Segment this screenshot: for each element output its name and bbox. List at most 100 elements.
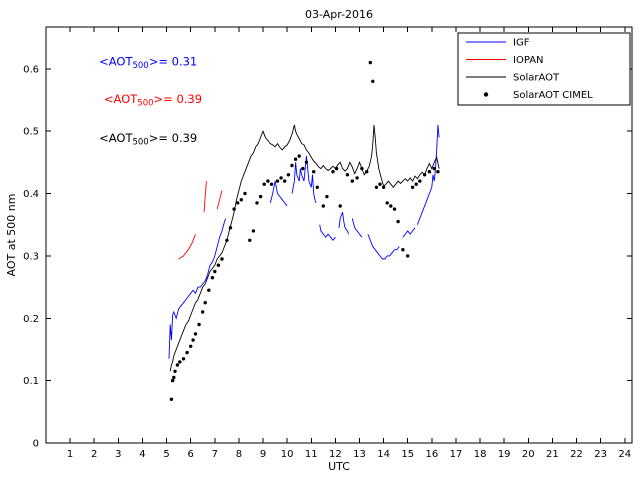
data-line bbox=[351, 218, 363, 238]
data-point bbox=[255, 201, 259, 205]
data-point bbox=[172, 375, 176, 380]
data-point bbox=[297, 154, 301, 158]
x-tick-label: 4 bbox=[139, 449, 145, 460]
annotation-prefix: <AOT bbox=[104, 92, 138, 106]
data-line bbox=[291, 156, 317, 204]
data-point bbox=[410, 185, 415, 189]
annotation-subscript: 500 bbox=[132, 61, 148, 71]
data-point bbox=[173, 369, 177, 373]
x-tick-label: 8 bbox=[236, 449, 242, 460]
series-iopan bbox=[178, 181, 223, 260]
annotation-prefix: <AOT bbox=[99, 55, 133, 69]
mean-annotation: <AOT500>= 0.39 bbox=[99, 131, 197, 148]
legend-marker-dot bbox=[483, 92, 489, 97]
data-point bbox=[279, 176, 283, 180]
data-point bbox=[243, 191, 247, 196]
data-point bbox=[392, 207, 397, 211]
data-line bbox=[216, 190, 223, 210]
data-point bbox=[170, 378, 175, 383]
data-point bbox=[374, 185, 379, 189]
data-line bbox=[416, 124, 440, 225]
data-point bbox=[401, 248, 405, 252]
data-line bbox=[367, 233, 400, 260]
data-point bbox=[203, 301, 207, 305]
data-point bbox=[378, 182, 382, 186]
data-point bbox=[248, 238, 252, 242]
x-tick-label: 19 bbox=[498, 449, 511, 460]
data-point bbox=[427, 170, 432, 174]
legend-label: SolarAOT bbox=[513, 73, 560, 84]
legend-label: IGF bbox=[513, 38, 530, 49]
data-point bbox=[216, 263, 221, 267]
data-point bbox=[258, 194, 263, 199]
data-point bbox=[201, 310, 205, 314]
data-line bbox=[338, 212, 350, 235]
annotation-suffix: >= 0.31 bbox=[149, 55, 198, 69]
data-point bbox=[338, 204, 342, 208]
data-point bbox=[371, 79, 375, 84]
x-tick-label: 13 bbox=[353, 449, 366, 460]
data-point bbox=[169, 397, 174, 401]
data-point bbox=[436, 170, 440, 174]
data-point bbox=[197, 322, 201, 327]
y-tick-label: 0.2 bbox=[23, 314, 39, 325]
chart-title: 03-Apr-2016 bbox=[305, 8, 373, 21]
data-point bbox=[365, 170, 369, 174]
data-line bbox=[402, 227, 416, 238]
annotation-prefix: <AOT bbox=[99, 131, 133, 145]
data-point bbox=[283, 179, 287, 183]
data-point bbox=[293, 157, 298, 161]
y-tick-label: 0.1 bbox=[23, 376, 39, 387]
annotation-suffix: >= 0.39 bbox=[149, 131, 198, 145]
data-point bbox=[225, 238, 229, 242]
data-point bbox=[334, 166, 339, 171]
x-tick-label: 18 bbox=[474, 449, 487, 460]
data-point bbox=[304, 160, 309, 164]
data-point bbox=[210, 276, 215, 280]
x-tick-label: 10 bbox=[281, 449, 294, 460]
data-point bbox=[345, 173, 350, 177]
data-point bbox=[286, 173, 291, 177]
data-point bbox=[178, 360, 182, 364]
y-tick-label: 0 bbox=[33, 439, 39, 450]
data-point bbox=[290, 163, 294, 168]
x-tick-label: 17 bbox=[450, 449, 463, 460]
x-tick-label: 20 bbox=[522, 449, 535, 460]
legend-label: SolarAOT CIMEL bbox=[513, 90, 593, 101]
y-axis-label: AOT at 500 nm bbox=[5, 194, 18, 277]
data-line bbox=[169, 124, 440, 372]
x-tick-label: 9 bbox=[260, 449, 266, 460]
x-tick-label: 12 bbox=[329, 449, 342, 460]
data-line bbox=[178, 233, 196, 260]
x-tick-label: 3 bbox=[115, 449, 121, 460]
annotation-subscript: 500 bbox=[132, 137, 148, 147]
data-point bbox=[193, 332, 198, 336]
data-point bbox=[355, 176, 359, 180]
data-point bbox=[269, 182, 274, 186]
y-tick-label: 0.4 bbox=[23, 189, 39, 200]
mean-annotation: <AOT500>= 0.39 bbox=[104, 92, 202, 109]
data-point bbox=[262, 182, 266, 186]
data-line bbox=[168, 218, 227, 359]
x-tick-label: 23 bbox=[594, 449, 607, 460]
x-axis-label: UTC bbox=[328, 460, 350, 473]
data-point bbox=[406, 254, 410, 258]
data-point bbox=[232, 207, 236, 211]
data-point bbox=[389, 204, 393, 208]
x-tick-label: 22 bbox=[570, 449, 583, 460]
x-tick-label: 21 bbox=[546, 449, 559, 460]
legend: IGF IOPAN SolarAOT SolarAOT CIMEL bbox=[457, 32, 631, 106]
mean-annotation: <AOT500>= 0.31 bbox=[99, 55, 197, 72]
data-point bbox=[191, 338, 195, 342]
data-point bbox=[266, 179, 270, 183]
x-tick-label: 5 bbox=[163, 449, 169, 460]
data-point bbox=[189, 344, 193, 348]
data-point bbox=[368, 60, 372, 65]
data-point bbox=[228, 226, 233, 230]
data-point bbox=[181, 357, 186, 361]
data-point bbox=[381, 185, 386, 189]
x-tick-label: 7 bbox=[212, 449, 218, 460]
data-line bbox=[269, 181, 288, 207]
x-tick-label: 15 bbox=[401, 449, 414, 460]
